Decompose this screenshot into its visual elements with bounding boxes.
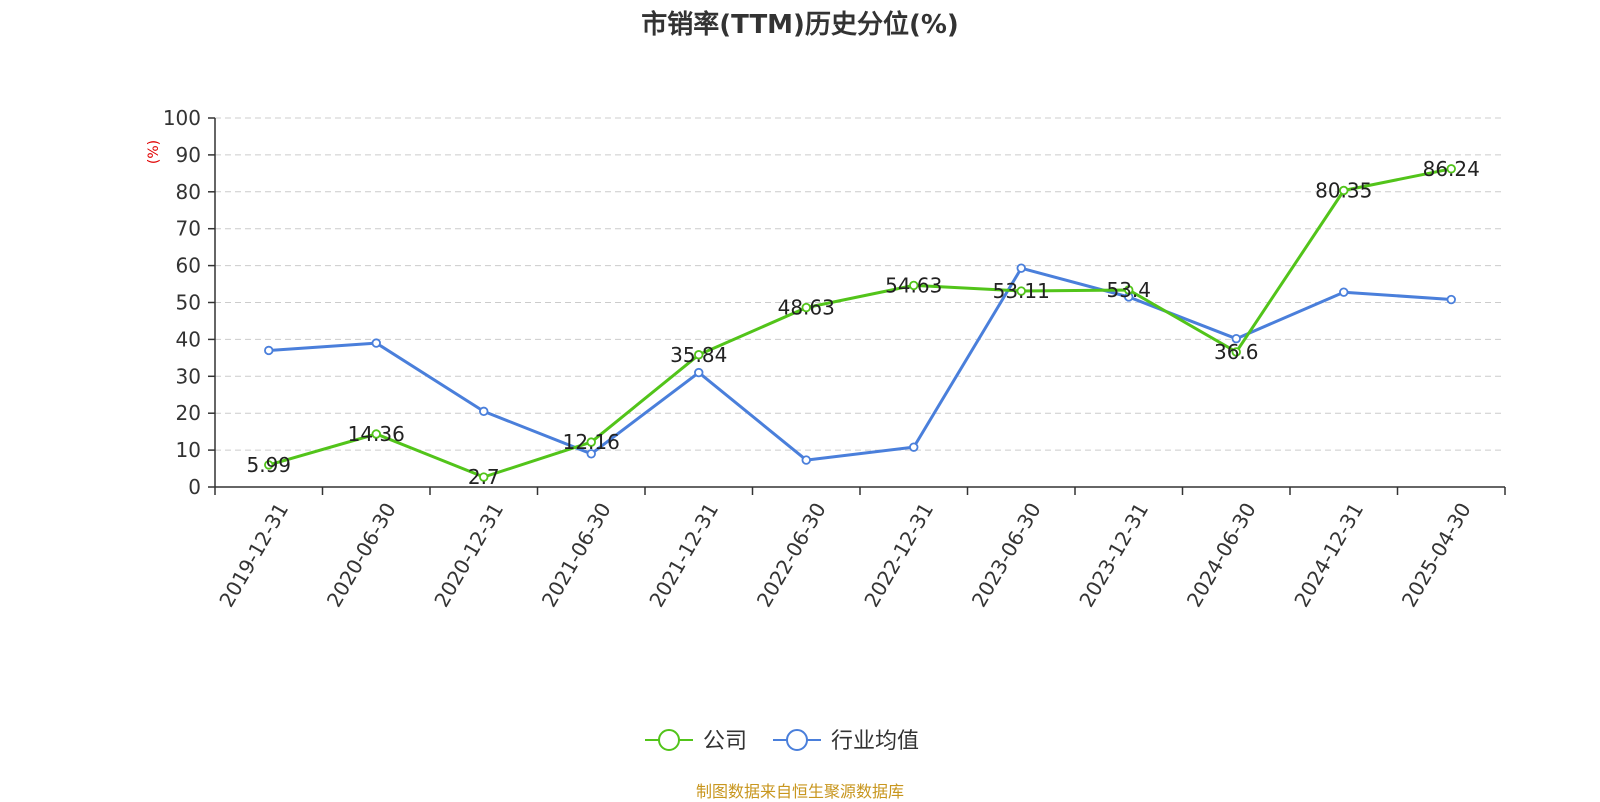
x-tick-label: 2023-12-31 — [1074, 499, 1153, 612]
y-tick-label: 80 — [176, 180, 201, 204]
y-axis-unit-label: (%) — [146, 140, 162, 164]
data-point-company — [1231, 347, 1241, 357]
x-tick-label: 2022-12-31 — [859, 499, 938, 612]
y-tick-label: 10 — [176, 438, 201, 462]
legend-marker-icon — [786, 729, 808, 751]
legend-label: 公司 — [703, 729, 747, 754]
data-point-industry-average — [1016, 263, 1026, 273]
x-tick-label: 2019-12-31 — [214, 499, 293, 612]
data-point-company — [694, 350, 704, 360]
data-point-company — [264, 460, 274, 470]
data-point-industry-average — [1339, 287, 1349, 297]
data-point-company — [1339, 185, 1349, 196]
data-point-industry-average — [909, 442, 919, 452]
x-tick-label: 2024-12-31 — [1289, 499, 1368, 612]
series-line-company — [268, 167, 1452, 479]
series-points — [264, 164, 1456, 482]
data-point-company — [479, 472, 489, 482]
data-label-company: 53.4 — [1106, 278, 1151, 302]
data-point-industry-average — [801, 455, 811, 465]
x-tick-label: 2022-06-30 — [752, 499, 831, 612]
legend-marker-icon — [658, 729, 680, 751]
data-point-company — [1016, 286, 1026, 296]
y-tick-label: 50 — [176, 291, 201, 315]
data-label-company: 14.36 — [348, 422, 405, 446]
data-point-industry-average — [1446, 294, 1456, 305]
data-point-industry-average — [371, 338, 381, 348]
data-point-company — [801, 302, 811, 313]
legend-item-industry-average[interactable]: 行业均值 — [773, 729, 919, 754]
data-label-company: 80.35 — [1315, 179, 1372, 203]
x-tick-label: 2020-06-30 — [322, 499, 401, 612]
data-label-company: 54.63 — [885, 273, 942, 297]
chart-title: 市销率(TTM)历史分位(%) — [641, 10, 959, 40]
data-label-company: 5.99 — [246, 453, 291, 477]
y-tick-label: 60 — [176, 254, 201, 278]
data-label-company: 36.6 — [1214, 340, 1259, 364]
legend-label: 行业均值 — [831, 729, 919, 754]
legend-item-company[interactable]: 公司 — [645, 729, 747, 754]
data-point-company — [909, 280, 919, 291]
y-tick-label: 70 — [176, 217, 201, 241]
data-point-company — [1124, 285, 1134, 295]
data-point-industry-average — [264, 345, 274, 356]
data-label-company: 35.84 — [670, 343, 727, 367]
data-labels: 5.99 14.36 2.7 12.16 35.84 48.63 54.63 53.11 53.… — [246, 157, 1479, 489]
x-tick-label: 2024-06-30 — [1182, 499, 1261, 612]
y-tick-label: 20 — [176, 401, 201, 425]
y-tick-label: 90 — [176, 143, 201, 167]
data-label-company: 2.7 — [468, 465, 500, 489]
series-lines — [268, 167, 1452, 479]
data-label-company: 12.16 — [563, 430, 620, 454]
data-point-industry-average — [1231, 333, 1241, 344]
x-tick-label: 2020-12-31 — [429, 499, 508, 612]
data-point-company — [371, 429, 381, 439]
grid-lines — [215, 117, 1505, 451]
data-point-company — [1446, 164, 1456, 174]
source-note: 制图数据来自恒生聚源数据库 — [695, 782, 904, 801]
data-point-industry-average — [694, 367, 704, 378]
data-label-company: 53.11 — [993, 279, 1050, 303]
series-line-industry-average — [268, 266, 1452, 462]
legend: 公司 行业均值 — [645, 729, 919, 754]
x-axis-ticks: 2019-12-31 2020-06-30 2020-12-31 2021-06-30… — [214, 487, 1506, 612]
x-tick-label: 2021-12-31 — [644, 499, 723, 612]
data-label-company: 86.24 — [1423, 157, 1480, 181]
data-label-company: 48.63 — [778, 296, 835, 320]
data-point-company — [586, 437, 596, 447]
y-tick-label: 30 — [176, 364, 201, 388]
x-tick-label: 2021-06-30 — [537, 499, 616, 612]
y-tick-label: 0 — [188, 475, 201, 499]
y-axis-ticks: 0 10 20 30 40 50 60 70 80 90 100 — [163, 106, 215, 499]
y-tick-label: 40 — [176, 327, 201, 351]
y-tick-label: 100 — [163, 106, 201, 130]
data-point-industry-average — [586, 449, 596, 459]
x-tick-label: 2025-04-30 — [1397, 499, 1476, 612]
x-tick-label: 2023-06-30 — [967, 499, 1046, 612]
data-point-industry-average — [479, 406, 489, 417]
